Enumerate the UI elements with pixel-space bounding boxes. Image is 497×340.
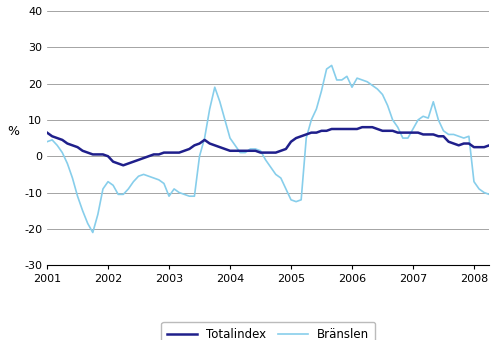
- Totalindex: [44, 131, 50, 135]
- Totalindex: [161, 151, 167, 155]
- Y-axis label: %: %: [7, 125, 19, 138]
- Bränslen: [410, 127, 416, 131]
- Bränslen: [451, 132, 457, 136]
- Bränslen: [146, 174, 152, 178]
- Totalindex: [146, 154, 152, 158]
- Totalindex: [492, 145, 497, 149]
- Bränslen: [44, 140, 50, 144]
- Totalindex: [283, 147, 289, 151]
- Line: Totalindex: Totalindex: [47, 118, 497, 165]
- Bränslen: [90, 231, 96, 235]
- Totalindex: [120, 163, 126, 167]
- Bränslen: [161, 182, 167, 186]
- Totalindex: [410, 131, 416, 135]
- Line: Bränslen: Bränslen: [47, 58, 497, 233]
- Bränslen: [283, 187, 289, 191]
- Bränslen: [492, 196, 497, 200]
- Totalindex: [451, 141, 457, 146]
- Legend: Totalindex, Bränslen: Totalindex, Bränslen: [161, 322, 375, 340]
